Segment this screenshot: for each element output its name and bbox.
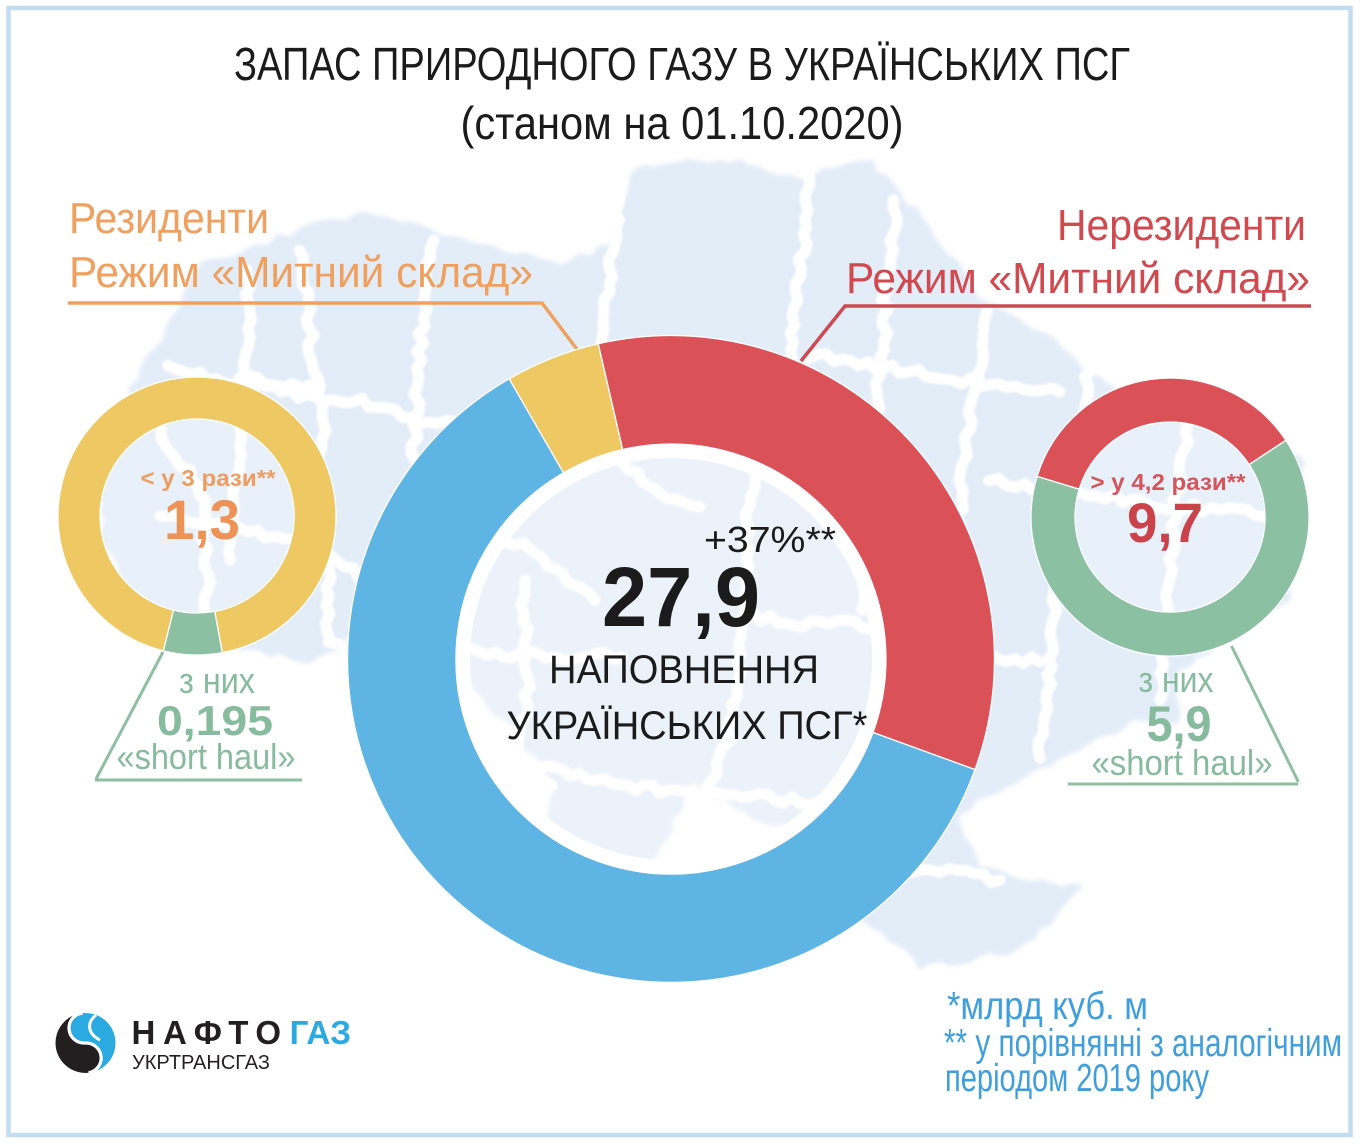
- svg-text:** у порівнянні з аналогічним: ** у порівнянні з аналогічним: [944, 1022, 1342, 1065]
- svg-text:УКРАЇНСЬКИХ ПСГ*: УКРАЇНСЬКИХ ПСГ*: [507, 704, 868, 748]
- svg-text:*млрд куб. м: *млрд куб. м: [947, 985, 1148, 1028]
- svg-text:1,3: 1,3: [164, 488, 240, 551]
- svg-text:9,7: 9,7: [1127, 491, 1203, 554]
- svg-text:Режим «Митний склад»: Режим «Митний склад»: [69, 248, 533, 297]
- svg-text:з них: з них: [1139, 659, 1214, 700]
- svg-text:періодом 2019 року: періодом 2019 року: [945, 1057, 1209, 1100]
- svg-text:Резиденти: Резиденти: [69, 194, 269, 243]
- svg-text:27,9: 27,9: [602, 550, 760, 644]
- svg-text:УКРТРАНСГАЗ: УКРТРАНСГАЗ: [132, 1052, 270, 1074]
- svg-text:ЗАПАС ПРИРОДНОГО ГАЗУ В УКРАЇН: ЗАПАС ПРИРОДНОГО ГАЗУ В УКРАЇНСЬКИХ ПСГ: [234, 38, 1130, 90]
- svg-text:< у 3 рази**: < у 3 рази**: [141, 465, 276, 491]
- svg-text:НАПОВНЕННЯ: НАПОВНЕННЯ: [549, 648, 819, 692]
- svg-text:з них: з них: [179, 660, 255, 701]
- svg-text:> у 4,2 рази**: > у 4,2 рази**: [1091, 469, 1246, 495]
- svg-text:«short haul»: «short haul»: [1092, 742, 1273, 783]
- svg-text:5,9: 5,9: [1147, 696, 1212, 752]
- svg-text:(станом на 01.10.2020): (станом на 01.10.2020): [461, 97, 904, 149]
- svg-text:«short haul»: «short haul»: [117, 736, 296, 777]
- svg-text:НАФТО: НАФТО: [132, 1014, 282, 1051]
- svg-text:ГАЗ: ГАЗ: [290, 1014, 352, 1051]
- svg-text:Режим «Митний склад»: Режим «Митний склад»: [846, 254, 1310, 303]
- svg-text:+37%**: +37%**: [704, 519, 836, 560]
- svg-text:Нерезиденти: Нерезиденти: [1057, 201, 1306, 250]
- svg-text:0,195: 0,195: [157, 697, 273, 744]
